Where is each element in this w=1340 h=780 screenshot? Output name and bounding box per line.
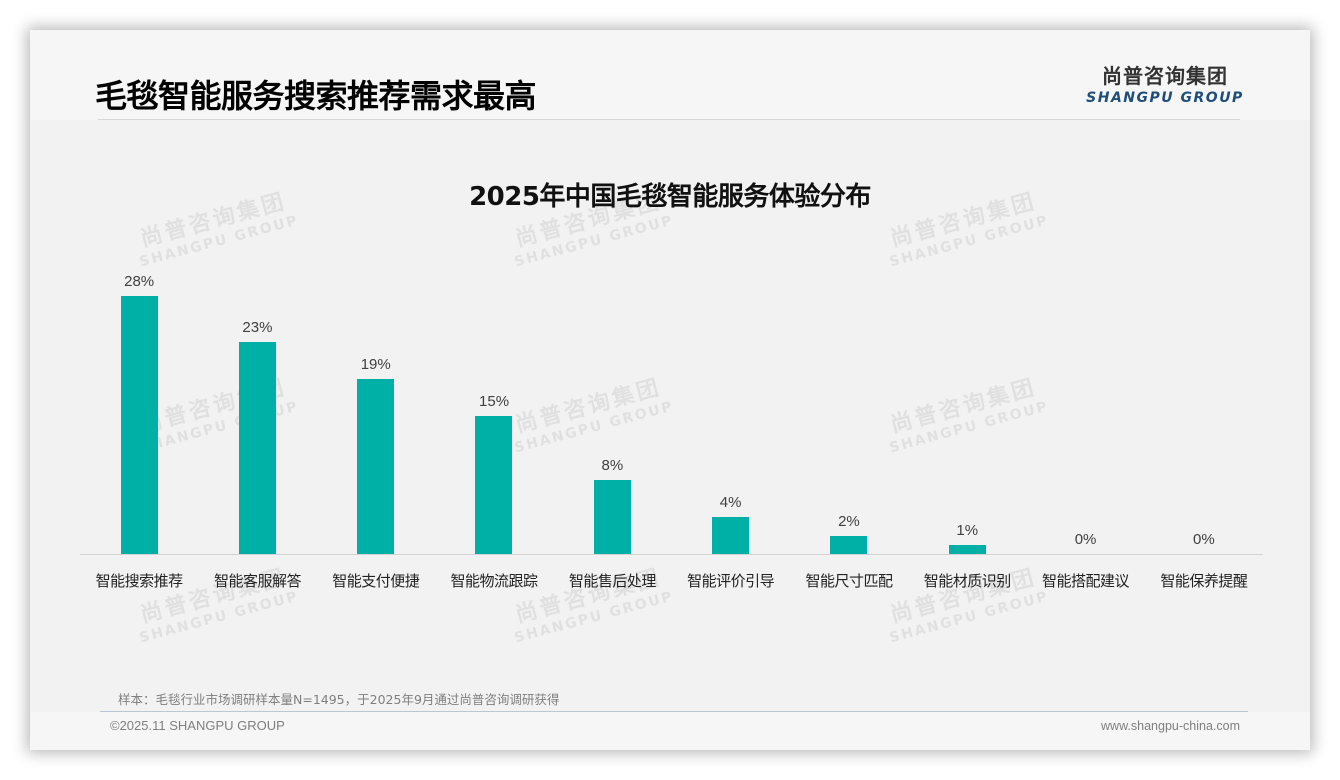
bar-value-label: 0% <box>1192 531 1215 548</box>
bar-group: 15% <box>435 250 553 554</box>
chart-title: 2025年中国毛毯智能服务体验分布 <box>469 182 871 212</box>
watermark-text-en: SHANGPU GROUP <box>137 588 301 647</box>
bar <box>830 536 868 554</box>
bar-chart-plot: 28% 23% 19% 15% 8% 4% 2% 1% 0% 0% <box>80 250 1263 554</box>
bar-value-label: 23% <box>242 319 273 336</box>
x-axis-category-label: 智能搜索推荐 <box>95 572 184 590</box>
watermark-text-cn: 尚普咨询集团 <box>887 565 1040 629</box>
bar-value-label: 2% <box>838 513 860 530</box>
bar <box>475 416 513 554</box>
bar-value-label: 19% <box>360 356 391 373</box>
bar-group: 0% <box>1026 250 1144 554</box>
x-axis-category-label: 智能尺寸匹配 <box>805 572 893 590</box>
bar <box>593 480 631 554</box>
bar <box>712 517 750 554</box>
bar <box>948 545 986 554</box>
bar-group: 2% <box>790 250 908 554</box>
bar-group: 1% <box>908 250 1026 554</box>
header-band <box>30 30 1310 120</box>
watermark-text-en: SHANGPU GROUP <box>512 588 676 647</box>
logo-text-cn: 尚普咨询集团 <box>1102 64 1228 88</box>
x-axis-category-label: 智能材质识别 <box>923 572 1012 590</box>
x-axis-category-label: 智能搭配建议 <box>1042 572 1130 590</box>
bar-group: 0% <box>1145 250 1263 554</box>
watermark-text-en: SHANGPU GROUP <box>887 588 1051 647</box>
bar-group: 28% <box>80 250 198 554</box>
x-axis-category-label: 智能支付便捷 <box>332 572 420 590</box>
bar-group: 8% <box>553 250 671 554</box>
footer-band <box>30 712 1310 750</box>
footer-divider <box>100 711 1248 712</box>
x-axis-category-label: 智能评价引导 <box>687 572 775 590</box>
bar <box>120 296 158 554</box>
bar-value-label: 4% <box>719 494 742 511</box>
page-title: 毛毯智能服务搜索推荐需求最高 <box>95 77 537 115</box>
website-url: www.shangpu-china.com <box>1101 719 1240 733</box>
x-axis-category-label: 智能客服解答 <box>213 572 302 590</box>
bar-value-label: 28% <box>124 273 155 290</box>
bar-group: 19% <box>317 250 435 554</box>
bar-value-label: 8% <box>601 457 624 474</box>
source-note: 样本：毛毯行业市场调研样本量N=1495，于2025年9月通过尚普咨询调研获得 <box>118 692 560 707</box>
company-logo: 尚普咨询集团 SHANGPU GROUP <box>1085 63 1245 107</box>
x-axis-category-label: 智能售后处理 <box>568 572 657 590</box>
bar <box>357 379 395 554</box>
slide: 尚普咨询集团 SHANGPU GROUP 尚普咨询集团 SHANGPU GROUP 尚普… <box>30 30 1310 750</box>
header-divider <box>98 119 1240 120</box>
bar-group: 23% <box>198 250 316 554</box>
bar-value-label: 0% <box>1074 531 1097 548</box>
watermark-text-cn: 尚普咨询集团 <box>512 565 665 629</box>
x-axis-labels: 智能搜索推荐 智能客服解答 智能支付便捷 智能物流跟踪 智能售后处理 智能评价引导 智能尺寸… <box>80 570 1263 594</box>
x-axis-category-label: 智能保养提醒 <box>1160 572 1248 590</box>
copyright: ©2025.11 SHANGPU GROUP <box>110 718 285 733</box>
x-axis-line <box>80 554 1263 555</box>
x-axis-category-label: 智能物流跟踪 <box>450 572 539 590</box>
bar <box>238 342 276 554</box>
bar-value-label: 1% <box>956 522 979 539</box>
logo-text-en: SHANGPU GROUP <box>1086 90 1244 106</box>
bar-group: 4% <box>672 250 790 554</box>
watermark-text-cn: 尚普咨询集团 <box>137 565 290 629</box>
bar-value-label: 15% <box>479 393 510 410</box>
